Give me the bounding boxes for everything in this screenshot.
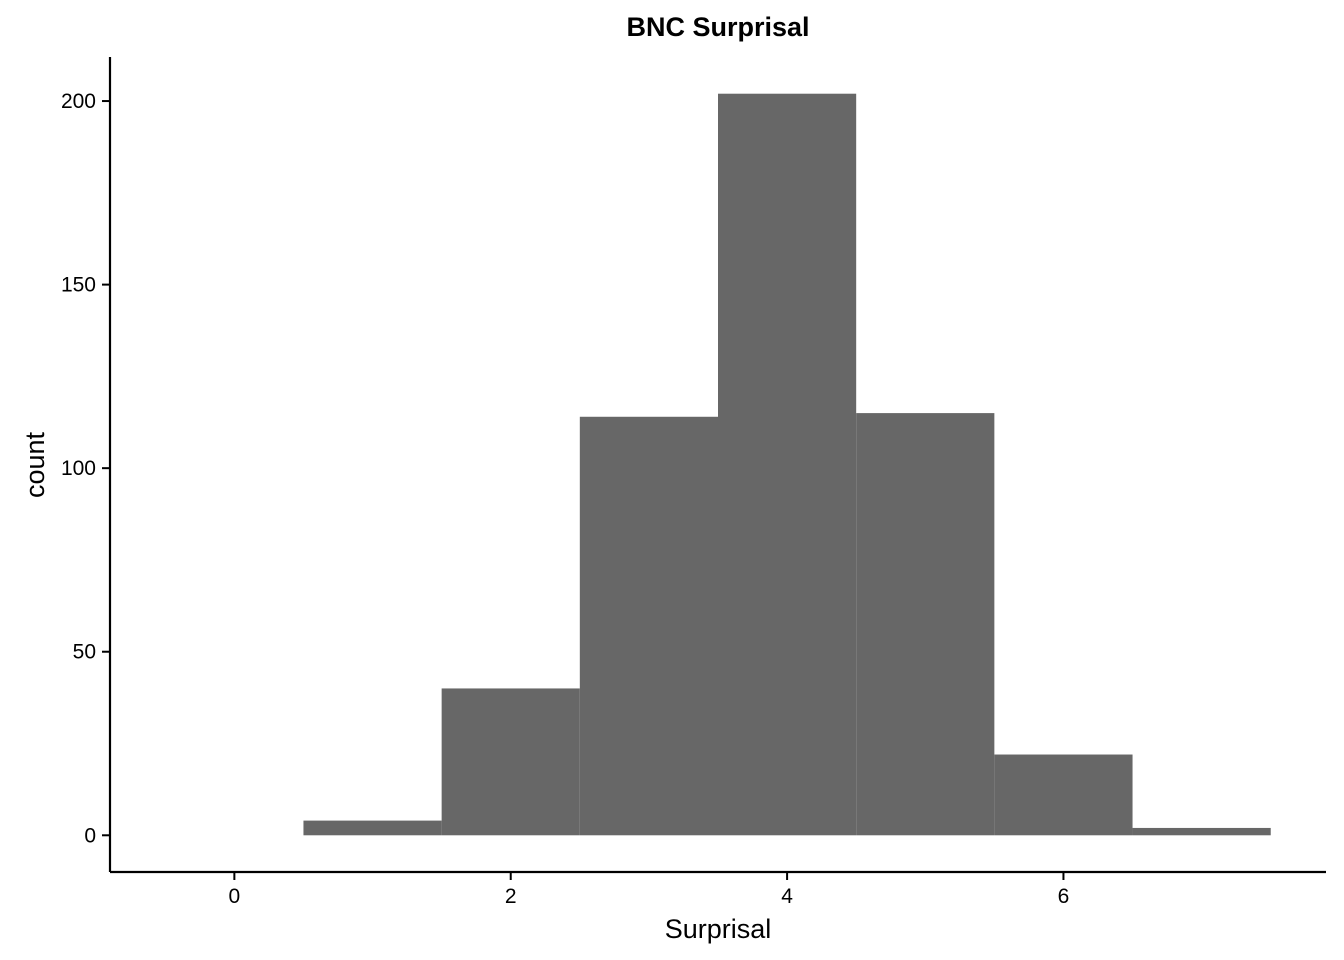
histogram-bar <box>303 820 442 836</box>
chart-title: BNC Surprisal <box>626 12 809 42</box>
x-tick-label: 0 <box>229 885 241 908</box>
x-axis-label: Surprisal <box>665 914 772 944</box>
y-tick-label: 100 <box>61 457 96 480</box>
histogram-bar <box>1132 827 1271 836</box>
histogram-bar <box>994 754 1133 836</box>
y-tick-label: 50 <box>73 641 96 664</box>
y-tick-label: 150 <box>61 274 96 297</box>
histogram-bar <box>718 93 857 836</box>
x-tick-label: 6 <box>1058 885 1070 908</box>
histogram-bar <box>441 688 580 836</box>
y-axis-label: count <box>20 431 50 498</box>
histogram-bar <box>579 416 718 836</box>
bars-group <box>303 93 1271 836</box>
x-tick-label: 2 <box>505 885 517 908</box>
x-tick-label: 4 <box>781 885 793 908</box>
histogram-bar <box>856 413 995 836</box>
x-axis: 0 2 4 6 <box>110 870 1326 908</box>
y-tick-label: 200 <box>61 90 96 113</box>
y-axis: 0 50 100 150 200 <box>61 57 112 872</box>
y-tick-label: 0 <box>84 824 96 847</box>
